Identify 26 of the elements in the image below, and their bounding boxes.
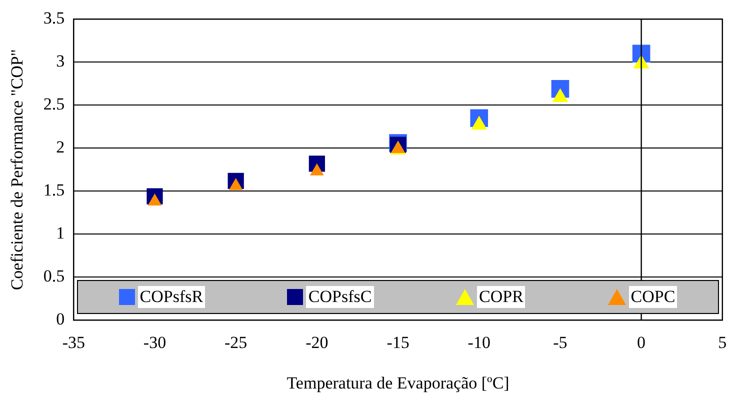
y-tick-label: 1.5 <box>43 180 65 200</box>
x-tick-label: -25 <box>224 332 248 352</box>
y-tick-label: 0 <box>56 310 65 329</box>
x-tick-label: 5 <box>718 332 727 352</box>
legend-label: COPC <box>628 286 678 308</box>
x-tick-label: 0 <box>637 332 646 352</box>
legend-label: COPsfsC <box>306 286 374 308</box>
y-tick-label: 1 <box>56 224 65 243</box>
y-tick-label: 2 <box>56 138 65 157</box>
y-tick-label: 0.5 <box>43 266 65 286</box>
legend-label: COPR <box>477 286 526 308</box>
x-axis-title: Temperatura de Evaporação [ºC] <box>286 373 510 392</box>
point <box>148 194 162 206</box>
x-tick-label: -5 <box>553 332 568 352</box>
point <box>310 163 324 176</box>
y-tick-label: 3 <box>56 52 65 71</box>
x-tick-label: -10 <box>468 332 490 352</box>
x-tick-label: -15 <box>386 332 410 352</box>
point <box>228 178 243 190</box>
x-tick-label: -30 <box>143 332 166 352</box>
x-tick-label: -20 <box>306 332 328 352</box>
legend-label: COPsfsR <box>138 286 206 308</box>
y-tick-label: 3.5 <box>43 8 65 28</box>
x-tick-label: -35 <box>62 332 85 352</box>
y-tick-label: 2.5 <box>43 94 65 114</box>
y-axis-title: Coeficiente de Performance "COP" <box>8 49 27 290</box>
